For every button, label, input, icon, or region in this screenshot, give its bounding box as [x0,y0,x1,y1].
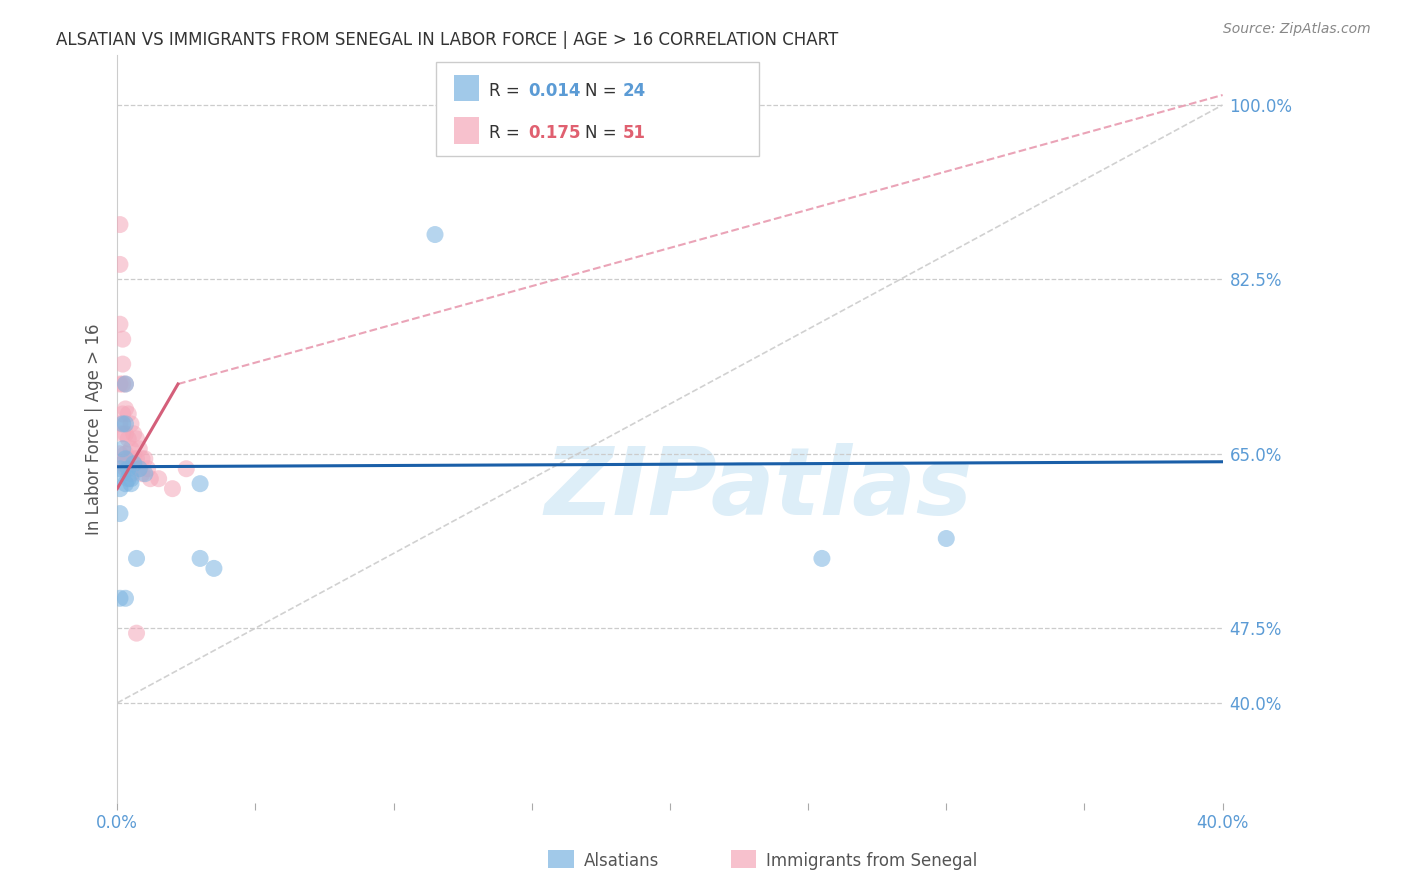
Point [111,377,134,392]
Point [122,426,145,441]
Point [108,377,131,392]
Point [935,532,957,546]
Point [120,476,142,491]
Point [188,551,211,566]
Point [128,461,150,475]
Point [108,417,131,431]
Point [120,467,142,481]
Point [114,451,136,466]
Text: Immigrants from Senegal: Immigrants from Senegal [766,852,977,870]
Point [108,507,131,521]
Text: N =: N = [585,82,621,100]
Y-axis label: In Labor Force | Age > 16: In Labor Force | Age > 16 [86,323,103,534]
Point [111,457,134,471]
Text: ZIPatlas: ZIPatlas [544,442,973,534]
Point [111,442,134,456]
Point [111,417,134,431]
Point [134,467,156,481]
Point [114,377,136,392]
Point [131,451,153,466]
Text: R =: R = [489,124,526,142]
Point [134,451,156,466]
Point [125,451,148,466]
Point [117,432,139,446]
Point [136,461,159,475]
Text: R =: R = [489,82,526,100]
Point [114,377,136,392]
Point [117,461,139,475]
Point [108,257,131,271]
Text: 24: 24 [623,82,647,100]
Point [117,451,139,466]
Point [125,626,148,640]
Point [114,401,136,416]
Point [117,472,139,486]
Point [111,407,134,421]
Text: Alsatians: Alsatians [583,852,659,870]
Point [108,218,131,232]
Text: Source: ZipAtlas.com: Source: ZipAtlas.com [1223,22,1371,37]
Point [202,561,225,575]
Point [111,467,134,481]
Point [122,457,145,471]
Point [114,417,136,431]
Point [131,467,153,481]
Point [811,551,834,566]
Point [117,407,139,421]
Point [114,426,136,441]
Point [114,476,136,491]
Text: 0.175: 0.175 [529,124,581,142]
Point [114,591,136,606]
Point [139,472,162,486]
Point [188,476,211,491]
Point [122,451,145,466]
Point [108,591,131,606]
Point [120,442,142,456]
Point [125,551,148,566]
Point [114,447,136,461]
Point [114,461,136,475]
Point [108,482,131,496]
Text: 0.014: 0.014 [529,82,581,100]
Point [125,432,148,446]
Point [111,426,134,441]
Text: N =: N = [585,124,621,142]
Point [174,461,197,475]
Point [162,482,184,496]
Point [128,461,150,475]
Text: ALSATIAN VS IMMIGRANTS FROM SENEGAL IN LABOR FORCE | AGE > 16 CORRELATION CHART: ALSATIAN VS IMMIGRANTS FROM SENEGAL IN L… [56,31,838,49]
Point [120,472,142,486]
Point [423,227,446,242]
Point [128,442,150,456]
Point [108,461,131,475]
Point [111,357,134,371]
Point [120,417,142,431]
Point [108,317,131,331]
Point [111,332,134,346]
Point [108,447,131,461]
Point [148,472,170,486]
Text: 51: 51 [623,124,645,142]
